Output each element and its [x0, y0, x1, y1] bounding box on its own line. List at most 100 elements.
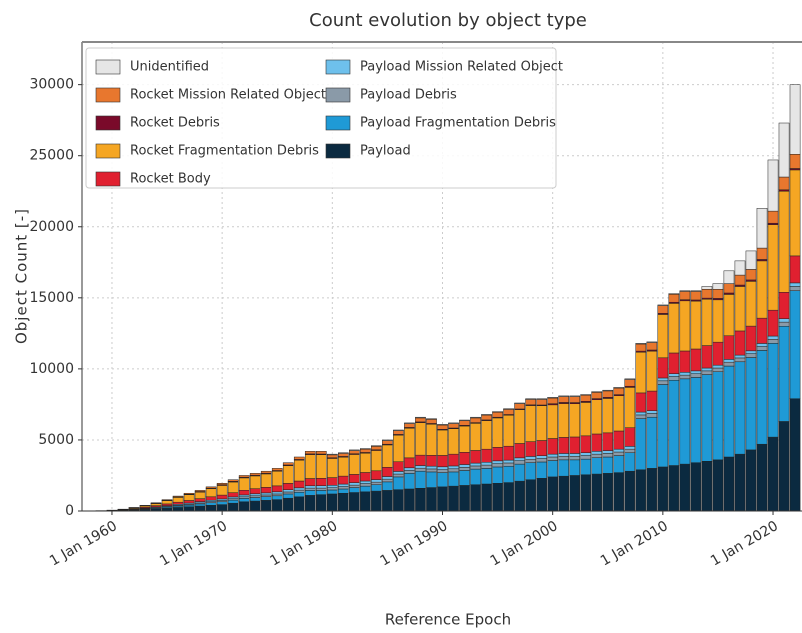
bar-segment	[315, 487, 327, 491]
bar-segment	[205, 486, 217, 489]
bar-segment	[569, 456, 581, 461]
bar-segment	[260, 473, 272, 488]
bar-segment	[360, 491, 371, 512]
bar-segment	[580, 455, 592, 460]
bar-segment	[613, 387, 625, 389]
bar-segment	[547, 438, 558, 455]
bar-segment	[679, 300, 691, 352]
bar-segment	[227, 502, 239, 512]
bar-segment	[789, 84, 801, 155]
bar-segment	[745, 269, 757, 281]
bar-segment	[657, 384, 669, 468]
bar-segment	[393, 471, 404, 475]
bar-segment	[525, 405, 536, 442]
x-tick-label: 1 Jan 2000	[488, 518, 561, 569]
bar-segment	[657, 304, 669, 306]
bar-segment	[602, 450, 614, 454]
bar-segment	[756, 346, 768, 351]
bar-segment	[668, 465, 680, 512]
bar-segment	[404, 473, 415, 490]
bar-segment	[304, 495, 316, 512]
bar-segment	[547, 456, 558, 461]
bar-segment	[415, 465, 426, 469]
bar-segment	[613, 455, 625, 473]
bar-segment	[525, 399, 536, 406]
bar-segment	[293, 491, 305, 498]
bar-segment	[646, 342, 658, 351]
bar-segment	[624, 470, 636, 512]
bar-segment	[349, 484, 360, 488]
bar-segment	[657, 314, 669, 359]
legend-box	[85, 47, 557, 189]
bar-segment	[767, 210, 779, 224]
bar-segment	[558, 453, 570, 457]
bar-segment	[602, 453, 614, 458]
bar-segment	[194, 498, 206, 502]
bar-segment	[304, 451, 316, 455]
bar-segment	[150, 502, 162, 504]
bar-segment	[525, 462, 536, 480]
bar-segment	[679, 378, 691, 465]
bar-segment	[591, 453, 603, 458]
bar-segment	[602, 473, 614, 512]
bar-segment	[624, 387, 636, 428]
legend-swatch	[325, 143, 351, 159]
bar-segment	[591, 392, 603, 399]
bar-segment	[635, 414, 647, 419]
bar-segment	[690, 290, 702, 292]
bar-segment	[459, 420, 470, 426]
bar-segment	[282, 493, 294, 499]
bar-segment	[789, 398, 801, 512]
bar-segment	[393, 473, 404, 478]
bar-segment	[734, 274, 746, 286]
bar-segment	[448, 485, 459, 512]
bar-segment	[415, 417, 426, 423]
bar-segment	[503, 459, 514, 464]
bar-segment	[701, 345, 713, 369]
bar-segment	[293, 487, 305, 491]
bar-segment	[415, 422, 426, 456]
bar-segment	[569, 403, 581, 438]
bar-segment	[613, 387, 625, 395]
bar-segment	[282, 483, 294, 491]
bar-segment	[349, 482, 360, 486]
x-tick-label: 1 Jan 1960	[47, 518, 120, 569]
legend-swatch	[325, 115, 351, 131]
bar-segment	[338, 486, 349, 490]
bar-segment	[415, 454, 426, 466]
bar-segment	[437, 469, 448, 473]
bar-segment	[778, 321, 790, 327]
bar-segment	[646, 390, 658, 411]
y-tick-label: 15000	[29, 290, 74, 306]
bar-segment	[371, 470, 382, 480]
bar-segment	[492, 466, 503, 484]
bar-segment	[360, 472, 371, 482]
bar-segment	[514, 463, 525, 482]
bar-segment	[679, 290, 691, 292]
bar-segment	[437, 466, 448, 470]
bar-segment	[536, 458, 547, 463]
bar-segment	[514, 402, 525, 404]
bar-segment	[679, 350, 691, 373]
bar-segment	[238, 498, 250, 503]
bar-segment	[591, 457, 603, 475]
bar-segment	[789, 282, 801, 287]
bar-segment	[536, 399, 547, 406]
bar-segment	[690, 373, 702, 378]
bar-segment	[172, 501, 184, 505]
bar-segment	[712, 299, 724, 343]
bar-segment	[767, 309, 779, 337]
bar-segment	[382, 490, 393, 512]
bar-segment	[701, 374, 713, 462]
bar-segment	[249, 497, 261, 502]
bar-segment	[271, 493, 283, 497]
bar-segment	[415, 416, 426, 419]
bar-segment	[767, 159, 779, 212]
legend-label: Rocket Fragmentation Debris	[130, 144, 319, 159]
bar-segment	[371, 479, 382, 483]
bar-segment	[646, 413, 658, 418]
bar-segment	[558, 395, 570, 397]
bar-segment	[789, 169, 801, 257]
bar-segment	[602, 456, 614, 474]
bar-segment	[723, 365, 735, 458]
